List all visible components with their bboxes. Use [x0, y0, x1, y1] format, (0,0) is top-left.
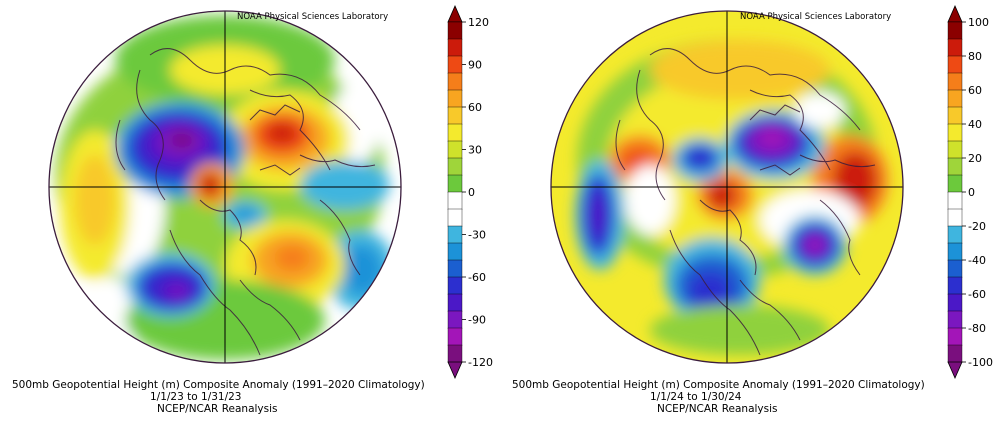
colorbar-swatch [447, 140, 463, 159]
credit-label: NOAA Physical Sciences Laboratory [237, 12, 389, 22]
colorbar-label: -40 [968, 254, 986, 267]
colorbar-swatch [447, 174, 463, 193]
colorbar-top-arrow [947, 5, 963, 23]
colorbar-swatch [447, 242, 463, 261]
colorbar-swatch [447, 327, 463, 346]
colorbar-label: 30 [468, 144, 482, 157]
left-caption: 500mb Geopotential Height (m) Composite … [12, 379, 425, 415]
colorbar-label: 40 [968, 118, 982, 131]
colorbar-swatch [947, 157, 963, 176]
colorbar-swatch [947, 140, 963, 159]
colorbar-label: 60 [968, 84, 982, 97]
colorbar-swatch [947, 344, 963, 363]
colorbar-label: -20 [968, 220, 986, 233]
colorbar-label: 60 [468, 101, 482, 114]
credit-label: NOAA Physical Sciences Laboratory [740, 12, 892, 22]
colorbar-swatch [447, 72, 463, 91]
right-caption: 500mb Geopotential Height (m) Composite … [512, 379, 925, 415]
colorbar-swatch [447, 344, 463, 363]
left-map-panel: NOAA Physical Sciences Laboratory 120 90 6… [12, 5, 493, 415]
caption-dates: 1/1/24 to 1/30/24 [650, 391, 742, 403]
colorbar-bottom-arrow [447, 361, 463, 379]
colorbar-swatch [947, 21, 963, 40]
left-colorbar: 120 90 60 30 0 -30 -60 -90 -120 [447, 5, 493, 379]
colorbar-label: -60 [468, 271, 486, 284]
colorbar-label: 0 [968, 186, 975, 199]
colorbar-label: 0 [468, 186, 475, 199]
colorbar-label: 120 [468, 16, 489, 29]
colorbar-label: 90 [468, 59, 482, 72]
colorbar-swatch [447, 208, 463, 227]
caption-source: NCEP/NCAR Reanalysis [657, 403, 778, 415]
colorbar-swatch [947, 174, 963, 193]
caption-source: NCEP/NCAR Reanalysis [157, 403, 278, 415]
colorbar-label: 80 [968, 50, 982, 63]
caption-dates: 1/1/23 to 1/31/23 [150, 391, 242, 403]
colorbar-swatch [947, 72, 963, 91]
colorbar-bottom-arrow [947, 361, 963, 379]
colorbar-swatch [947, 310, 963, 329]
colorbar-swatch [947, 208, 963, 227]
colorbar-swatch [947, 293, 963, 312]
colorbar-swatch [947, 55, 963, 74]
colorbar-label: -80 [968, 322, 986, 335]
colorbar-swatch [947, 38, 963, 57]
colorbar-swatch [447, 259, 463, 278]
colorbar-swatch [947, 106, 963, 125]
colorbar-swatch [447, 276, 463, 295]
colorbar-swatch [447, 38, 463, 57]
colorbar-swatch [947, 276, 963, 295]
colorbar-swatch [947, 242, 963, 261]
colorbar-swatch [447, 55, 463, 74]
colorbar-label: -90 [468, 314, 486, 327]
colorbar-label: -120 [468, 356, 493, 369]
colorbar-swatch [447, 89, 463, 108]
right-polar-map [550, 10, 904, 364]
right-colorbar: 100 80 60 40 20 0 -20 -40 -60 -80 -100 [947, 5, 993, 379]
colorbar-swatch [947, 327, 963, 346]
colorbar-swatch [947, 259, 963, 278]
colorbar-label: 20 [968, 152, 982, 165]
colorbar-label: -60 [968, 288, 986, 301]
colorbar-swatch [447, 106, 463, 125]
right-map-panel: NOAA Physical Sciences Laboratory 100 80 6… [500, 0, 1000, 433]
colorbar-top-arrow [447, 5, 463, 23]
caption-title: 500mb Geopotential Height (m) Composite … [512, 379, 925, 391]
colorbar-swatch [947, 123, 963, 142]
colorbar-swatch [947, 89, 963, 108]
colorbar-swatch [947, 225, 963, 244]
colorbar-swatch [447, 21, 463, 40]
caption-title: 500mb Geopotential Height (m) Composite … [12, 379, 425, 391]
colorbar-swatch [447, 191, 463, 210]
colorbar-swatch [447, 293, 463, 312]
colorbar-label: -100 [968, 356, 993, 369]
colorbar-swatch [447, 310, 463, 329]
colorbar-swatch [447, 157, 463, 176]
colorbar-label: 100 [968, 16, 989, 29]
colorbar-label: -30 [468, 229, 486, 242]
colorbar-swatch [447, 225, 463, 244]
colorbar-swatch [447, 123, 463, 142]
colorbar-swatch [947, 191, 963, 210]
left-polar-map [48, 10, 402, 364]
